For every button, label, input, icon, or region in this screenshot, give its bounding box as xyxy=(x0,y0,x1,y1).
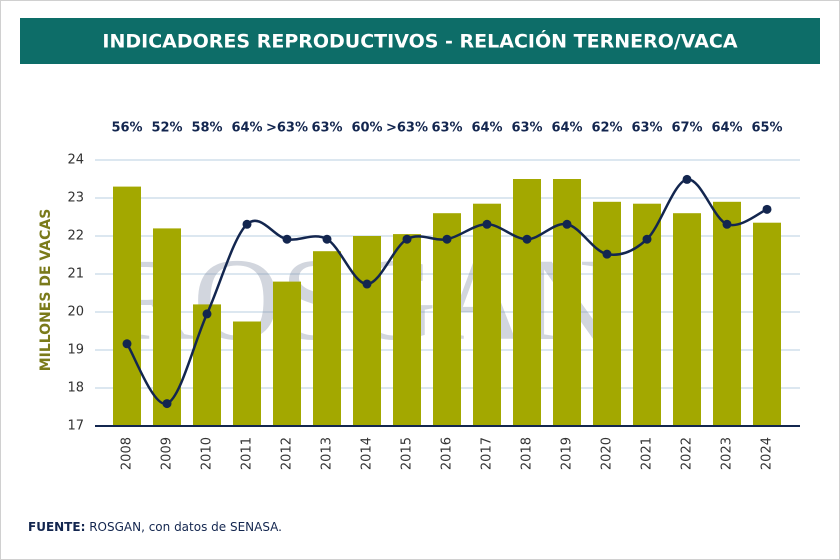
plot: 1718192021222324ROSGAN56%52%58%64%>63%63… xyxy=(67,121,800,470)
value-label: 58% xyxy=(191,121,222,136)
y-tick-label: 21 xyxy=(67,267,84,282)
bar xyxy=(233,321,261,426)
value-label: 64% xyxy=(471,121,502,136)
line-point xyxy=(162,399,172,409)
x-tick-label: 2020 xyxy=(600,437,615,470)
y-axis-label: MILLONES DE VACAS xyxy=(38,209,54,372)
value-label: 63% xyxy=(511,121,542,136)
value-label: >63% xyxy=(386,121,428,136)
line-point xyxy=(562,219,572,229)
x-tick-label: 2024 xyxy=(760,437,775,470)
line-point xyxy=(402,234,412,244)
bar xyxy=(273,281,301,426)
y-tick-label: 24 xyxy=(67,153,84,168)
y-tick-label: 18 xyxy=(67,381,84,396)
line-point xyxy=(242,219,252,229)
x-tick-label: 2017 xyxy=(480,437,495,470)
line-point xyxy=(682,174,692,184)
bar xyxy=(513,179,541,426)
x-tick-label: 2012 xyxy=(280,437,295,470)
x-tick-label: 2014 xyxy=(360,437,375,470)
x-tick-label: 2023 xyxy=(720,437,735,470)
x-tick-label: 2015 xyxy=(400,437,415,470)
value-label: 52% xyxy=(151,121,182,136)
y-tick-label: 20 xyxy=(67,305,84,320)
bar xyxy=(473,203,501,426)
value-label: 56% xyxy=(111,121,142,136)
bar xyxy=(673,213,701,426)
value-label: 63% xyxy=(631,121,662,136)
value-label: >63% xyxy=(266,121,308,136)
bar xyxy=(713,201,741,426)
bar xyxy=(553,179,581,426)
line-point xyxy=(282,234,292,244)
bar xyxy=(353,236,381,426)
line-point xyxy=(522,234,532,244)
value-label: 65% xyxy=(751,121,782,136)
line-point xyxy=(202,309,212,319)
value-label: 64% xyxy=(231,121,262,136)
x-tick-label: 2013 xyxy=(320,437,335,470)
line-point xyxy=(362,279,372,289)
footer-text: ROSGAN, con datos de SENASA. xyxy=(85,520,282,534)
chart-title: INDICADORES REPRODUCTIVOS - RELACIÓN TER… xyxy=(102,29,737,53)
x-tick-label: 2021 xyxy=(640,437,655,470)
line-point xyxy=(642,234,652,244)
bar xyxy=(153,228,181,426)
bar xyxy=(113,186,141,426)
value-label: 64% xyxy=(711,121,742,136)
value-label: 64% xyxy=(551,121,582,136)
y-tick-label: 17 xyxy=(67,419,84,434)
y-tick-label: 19 xyxy=(67,343,84,358)
bar xyxy=(753,222,781,426)
bar xyxy=(313,251,341,426)
x-tick-label: 2009 xyxy=(160,437,175,470)
footer: FUENTE: ROSGAN, con datos de SENASA. xyxy=(28,520,282,534)
line-point xyxy=(722,219,732,229)
x-tick-label: 2018 xyxy=(520,437,535,470)
bar xyxy=(193,304,221,426)
header-band xyxy=(20,18,820,64)
x-tick-label: 2011 xyxy=(240,437,255,470)
bar xyxy=(433,213,461,426)
x-tick-label: 2008 xyxy=(120,437,135,470)
line-point xyxy=(602,249,612,259)
value-label: 63% xyxy=(311,121,342,136)
value-label: 60% xyxy=(351,121,382,136)
line-point xyxy=(442,234,452,244)
x-tick-label: 2019 xyxy=(560,437,575,470)
line-point xyxy=(482,219,492,229)
line-point xyxy=(762,204,772,214)
footer-label: FUENTE: xyxy=(28,520,85,534)
x-tick-label: 2010 xyxy=(200,437,215,470)
x-tick-label: 2022 xyxy=(680,437,695,470)
value-label: 62% xyxy=(591,121,622,136)
line xyxy=(125,178,768,405)
y-tick-label: 23 xyxy=(67,191,84,206)
y-tick-label: 22 xyxy=(67,229,84,244)
line-point xyxy=(322,234,332,244)
bar xyxy=(593,201,621,426)
value-label: 67% xyxy=(671,121,702,136)
x-tick-label: 2016 xyxy=(440,437,455,470)
value-label: 63% xyxy=(431,121,462,136)
bar xyxy=(393,234,421,426)
line-point xyxy=(122,339,132,349)
